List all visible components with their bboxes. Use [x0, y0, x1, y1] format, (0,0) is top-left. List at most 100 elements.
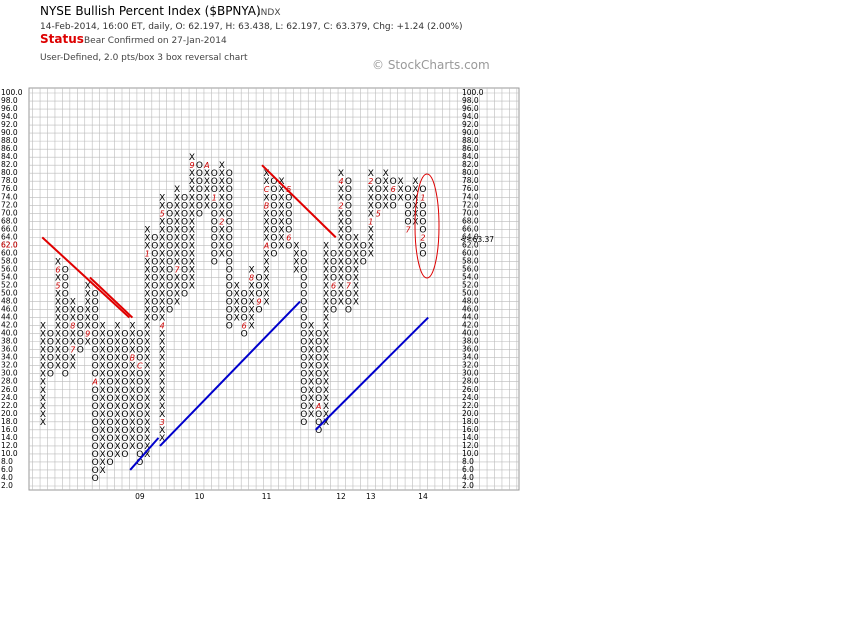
box: O — [315, 386, 322, 396]
box: O — [77, 346, 84, 356]
box: O — [107, 434, 114, 444]
box: X — [338, 265, 344, 275]
x-tick-label: 14 — [418, 492, 428, 501]
box: O — [345, 209, 352, 219]
y-tick-label-right: 36.0 — [462, 345, 479, 354]
y-tick-label-right: 42.0 — [462, 321, 479, 330]
box: O — [345, 241, 352, 251]
box: X — [412, 193, 418, 203]
box: O — [375, 201, 382, 211]
box: X — [174, 193, 180, 203]
box: O — [77, 338, 84, 348]
box: O — [300, 298, 307, 308]
box: X — [114, 418, 120, 428]
box: X — [144, 378, 150, 388]
box: O — [166, 217, 173, 227]
box: X — [159, 193, 165, 203]
box: X — [323, 410, 329, 420]
box: O — [405, 185, 412, 195]
box: X — [85, 314, 91, 324]
box: X — [308, 346, 314, 356]
box: X — [189, 209, 195, 219]
box: O — [375, 185, 382, 195]
box: X — [189, 217, 195, 227]
box: X — [219, 233, 225, 243]
y-tick-label-right: 62.0 — [462, 240, 479, 249]
month-mark: 6 — [391, 185, 396, 194]
box: X — [323, 354, 329, 364]
box: O — [419, 225, 426, 235]
box: X — [263, 169, 269, 179]
y-tick-label: 10.0 — [1, 449, 18, 458]
box: X — [144, 298, 150, 308]
box: X — [159, 370, 165, 380]
box: X — [144, 386, 150, 396]
box: X — [85, 306, 91, 316]
box: O — [270, 177, 277, 187]
box: O — [300, 330, 307, 340]
box: O — [121, 450, 128, 460]
box: O — [92, 338, 99, 348]
box: X — [70, 338, 76, 348]
box: X — [249, 306, 255, 316]
month-mark: 7 — [70, 346, 76, 355]
y-tick-label: 82.0 — [1, 160, 18, 169]
box: O — [226, 217, 233, 227]
box: X — [249, 298, 255, 308]
box: O — [285, 209, 292, 219]
box: O — [166, 298, 173, 308]
box: O — [181, 265, 188, 275]
box: O — [300, 273, 307, 283]
month-mark: C — [264, 185, 270, 194]
x-tick-label: 09 — [135, 492, 145, 501]
box: X — [189, 233, 195, 243]
box: O — [121, 378, 128, 388]
box: O — [405, 217, 412, 227]
box: O — [136, 338, 143, 348]
box: X — [219, 249, 225, 259]
month-mark: 1 — [145, 249, 150, 258]
box: O — [285, 193, 292, 203]
box: X — [323, 338, 329, 348]
box: O — [196, 169, 203, 179]
y-tick-label: 72.0 — [1, 200, 18, 209]
y-tick-label: 62.0 — [1, 240, 18, 249]
box: X — [159, 217, 165, 227]
box: X — [249, 290, 255, 300]
box: X — [323, 378, 329, 388]
box: O — [92, 402, 99, 412]
box: O — [121, 442, 128, 452]
y-tick-label: 60.0 — [1, 248, 18, 257]
box: X — [129, 386, 135, 396]
y-tick-label: 32.0 — [1, 361, 18, 370]
box: X — [100, 466, 106, 476]
box: X — [114, 450, 120, 460]
y-tick-label-right: 18.0 — [462, 417, 479, 426]
y-tick-label-right: 94.0 — [462, 112, 479, 121]
month-mark: 8 — [249, 273, 254, 282]
trendline — [159, 300, 301, 447]
copyright: © StockCharts.com — [372, 58, 490, 72]
trendline — [89, 276, 134, 319]
y-tick-label-right: 46.0 — [462, 305, 479, 314]
box: O — [241, 314, 248, 324]
box: O — [62, 330, 69, 340]
y-tick-label-right: 60.0 — [462, 248, 479, 257]
column: OOO — [390, 177, 397, 211]
box: X — [219, 193, 225, 203]
y-tick-label: 44.0 — [1, 313, 18, 322]
box: O — [62, 290, 69, 300]
box: X — [70, 354, 76, 364]
y-tick-label: 48.0 — [1, 297, 18, 306]
box: X — [159, 434, 165, 444]
box: X — [55, 257, 61, 267]
box: X — [144, 241, 150, 251]
y-tick-label-right: 58.0 — [462, 256, 479, 265]
box: O — [270, 209, 277, 219]
box: X — [129, 394, 135, 404]
